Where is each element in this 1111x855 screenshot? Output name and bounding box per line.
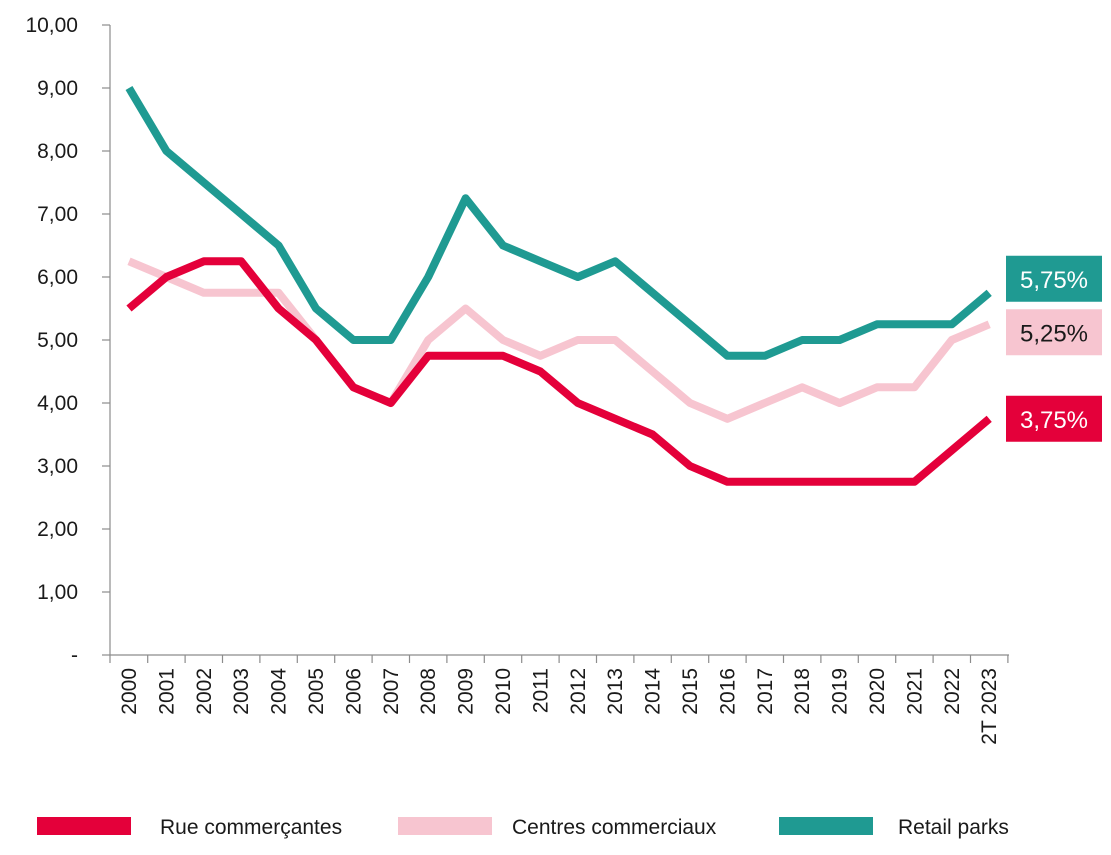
x-tick-label: 2022 — [941, 668, 964, 715]
y-tick-label: 2,00 — [37, 518, 78, 541]
legend-item-centres-commerciaux: Centres commerciaux — [398, 816, 717, 839]
legend-label: Centres commerciaux — [512, 816, 717, 839]
x-tick-label: 2018 — [791, 668, 814, 715]
end-label-box — [1006, 255, 1102, 302]
y-tick-label: 8,00 — [37, 140, 78, 163]
y-axis-ticks: - 1,00 2,00 3,00 4,00 5,00 6,00 7,00 8,00 9,00 10,… — [25, 14, 110, 667]
end-value-labels: 3,75% 5,25% 5,75% — [1006, 255, 1102, 442]
end-label-text: 5,25% — [1020, 320, 1088, 347]
x-tick-label: 2000 — [118, 668, 141, 715]
end-label-rue-commer-antes: 3,75% — [1006, 395, 1102, 442]
y-tick-label: 7,00 — [37, 203, 78, 226]
series-line-centres-commerciaux — [127, 257, 991, 423]
x-tick-label: 2009 — [455, 668, 478, 715]
x-tick-label: 2008 — [417, 668, 440, 715]
end-label-text: 3,75% — [1020, 407, 1088, 434]
x-tick-label: 2003 — [230, 668, 253, 715]
y-tick-label: 1,00 — [37, 581, 78, 604]
x-tick-label: 2019 — [829, 668, 852, 715]
series-line-rue-commer-antes — [126, 257, 992, 486]
y-tick-label: 10,00 — [25, 14, 78, 37]
x-tick-label: 2012 — [567, 668, 590, 715]
legend-item-retail-parks: Retail parks — [779, 816, 1009, 839]
x-tick-label: 2017 — [754, 668, 777, 715]
y-tick-label: 6,00 — [37, 266, 78, 289]
x-tick-label: 2005 — [305, 668, 328, 715]
legend-swatch — [37, 817, 131, 835]
legend: Rue commerçantes Centres commerciaux Retai… — [37, 816, 1009, 839]
x-tick-label: 2004 — [268, 668, 291, 715]
x-tick-label: 2007 — [380, 668, 403, 715]
x-tick-label: 2011 — [529, 668, 552, 713]
y-tick-label: 4,00 — [37, 392, 78, 415]
y-tick-label: 5,00 — [37, 329, 78, 352]
series-line-retail-parks — [125, 85, 992, 360]
y-tick-label: 9,00 — [37, 77, 78, 100]
axes — [109, 25, 1009, 656]
end-label-centres-commerciaux: 5,25% — [1006, 309, 1102, 356]
y-tick-label: 3,00 — [37, 455, 78, 478]
legend-label: Rue commerçantes — [160, 816, 342, 839]
end-label-text: 5,75% — [1020, 267, 1088, 294]
x-tick-label: 2T 2023 — [978, 668, 1001, 745]
end-label-box — [1006, 395, 1102, 442]
x-tick-label: 2010 — [492, 668, 515, 715]
x-tick-label: 2002 — [193, 668, 216, 715]
legend-swatch — [779, 817, 873, 835]
x-axis-ticks: 2000 2001 2002 2003 2004 2005 2006 2007 2008 2009… — [109, 655, 1009, 745]
x-tick-label: 2015 — [679, 668, 702, 715]
legend-label: Retail parks — [898, 816, 1009, 839]
x-tick-label: 2001 — [155, 668, 178, 715]
x-tick-label: 2006 — [342, 668, 365, 715]
series-lines — [125, 85, 992, 486]
x-tick-label: 2013 — [604, 668, 627, 715]
x-tick-label: 2021 — [903, 668, 926, 715]
legend-item-rue-commer-antes: Rue commerçantes — [37, 816, 342, 839]
end-label-retail-parks: 5,75% — [1006, 255, 1102, 302]
x-tick-label: 2020 — [866, 668, 889, 715]
x-tick-label: 2016 — [716, 668, 739, 715]
end-label-box — [1006, 309, 1102, 356]
legend-swatch — [398, 817, 492, 835]
y-tick-label: - — [71, 644, 78, 667]
x-tick-label: 2014 — [642, 668, 665, 715]
